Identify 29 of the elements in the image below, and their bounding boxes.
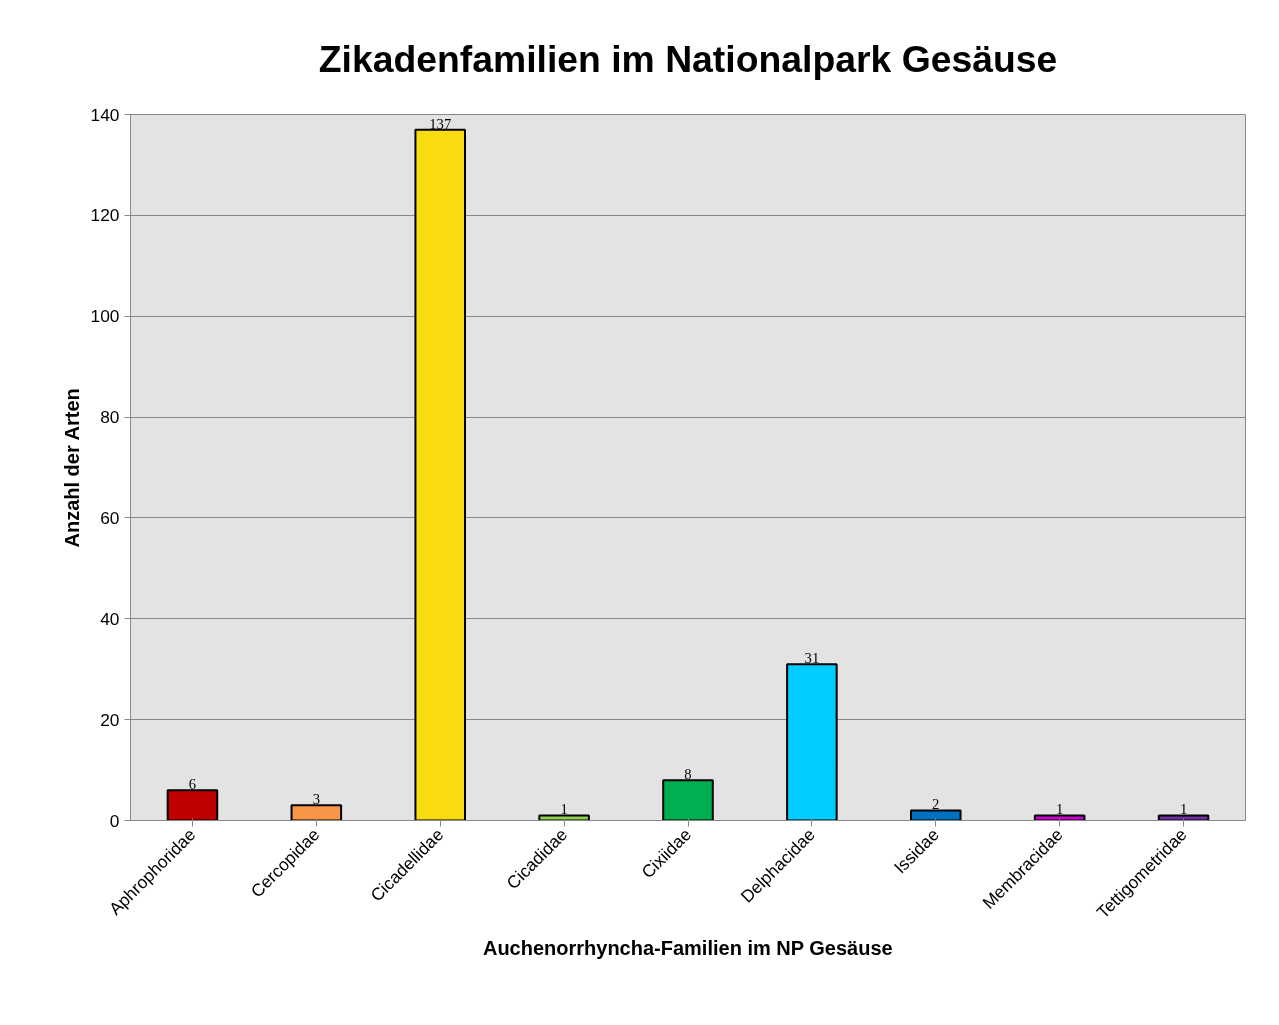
- y-tick-label: 80: [100, 407, 120, 428]
- bar: [662, 779, 714, 821]
- y-tick-label: 140: [90, 104, 120, 125]
- bar: [1033, 814, 1086, 821]
- bar: [786, 663, 838, 821]
- data-label: 31: [804, 650, 820, 667]
- data-label: 3: [312, 791, 320, 808]
- data-label: 2: [932, 796, 940, 813]
- x-axis-title: Auchenorrhyncha-Familien im NP Gesäuse: [482, 937, 893, 960]
- bar: [166, 789, 219, 821]
- bar: [414, 128, 466, 821]
- y-tick-label: 0: [109, 810, 120, 831]
- bar: [290, 804, 343, 821]
- y-axis-title: Anzahl der Arten: [60, 388, 83, 548]
- y-tick-label: 40: [100, 608, 120, 629]
- y-tick-label: 120: [90, 205, 120, 226]
- data-label: 1: [560, 801, 568, 818]
- y-tick-label: 100: [90, 306, 120, 327]
- chart-title: Zikadenfamilien im Nationalpark Gesäuse: [318, 37, 1058, 80]
- data-label: 137: [429, 115, 452, 132]
- bar: [910, 809, 962, 821]
- y-tick-label: 20: [100, 709, 120, 730]
- bar: [1157, 814, 1210, 821]
- y-tick-label: 60: [100, 507, 120, 528]
- bar: [538, 814, 590, 821]
- data-label: 8: [684, 766, 692, 783]
- data-label: 6: [188, 776, 197, 793]
- data-label: 1: [1056, 801, 1064, 818]
- data-label: 1: [1179, 801, 1188, 818]
